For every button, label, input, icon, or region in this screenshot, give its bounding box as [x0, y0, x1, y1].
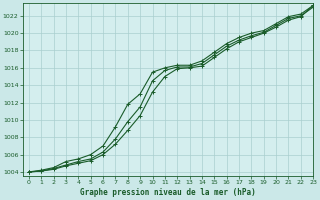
X-axis label: Graphe pression niveau de la mer (hPa): Graphe pression niveau de la mer (hPa)	[80, 188, 256, 197]
